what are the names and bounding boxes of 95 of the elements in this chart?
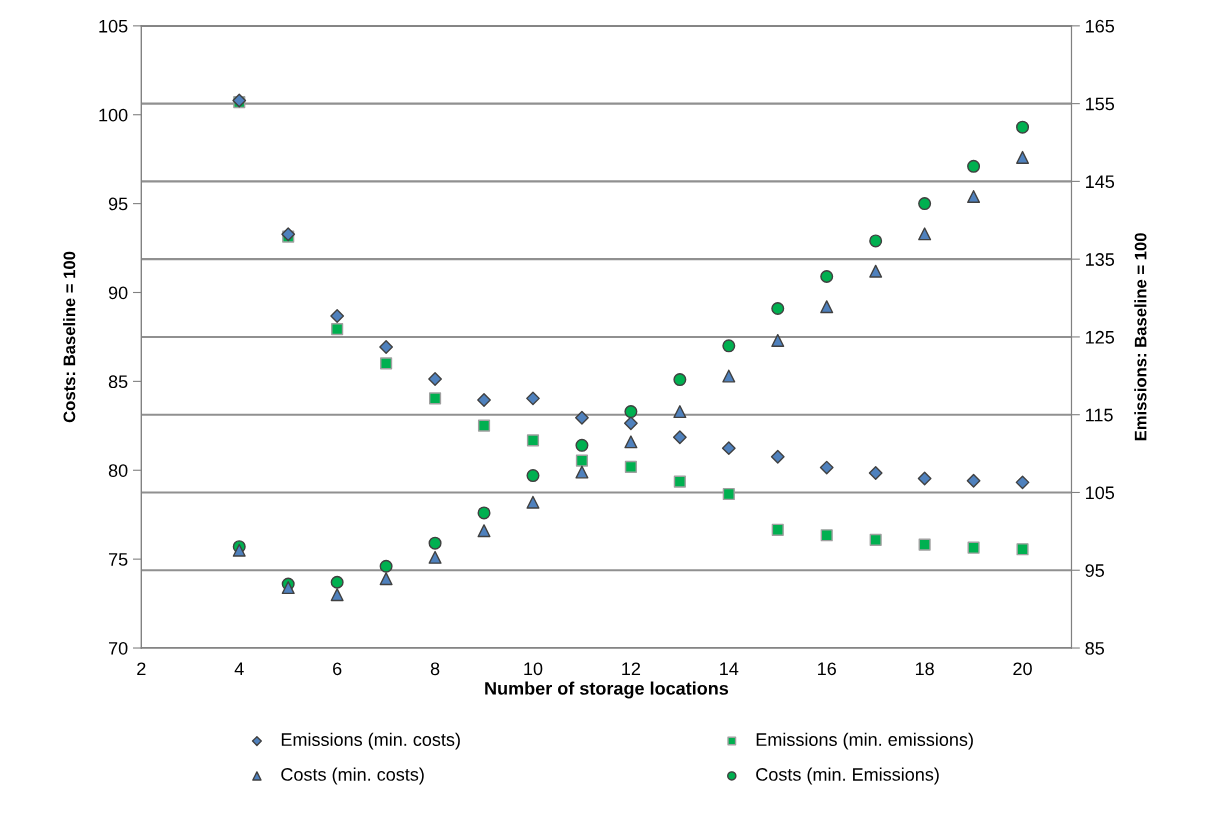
x-tick-label: 20 (1013, 662, 1032, 676)
point (722, 369, 736, 383)
x-tick-label: 10 (524, 662, 543, 676)
y-tick-label: 85 (108, 375, 128, 389)
point (1016, 120, 1030, 134)
point (771, 301, 785, 315)
point (624, 460, 637, 473)
point (526, 469, 540, 483)
point (477, 393, 491, 407)
point (330, 588, 344, 602)
y-tick-label: 90 (108, 286, 128, 300)
point (379, 559, 393, 573)
point (771, 333, 785, 347)
point (330, 575, 344, 589)
point (869, 234, 883, 248)
point (428, 550, 442, 564)
point (869, 264, 883, 278)
point (623, 416, 638, 431)
y-tick-label: 105 (99, 19, 128, 33)
x-axis-title: Number of storage locations (485, 681, 729, 699)
point (379, 340, 394, 354)
x-tick-label: 4 (234, 662, 244, 675)
legend-label: Costs (min. costs) (281, 767, 424, 785)
y-tick-label: 100 (99, 108, 128, 122)
legend-label: Costs (min. Emissions) (756, 767, 939, 785)
point (575, 410, 589, 425)
y-axis-title: Costs: Baseline = 100 (63, 251, 76, 423)
point (331, 323, 344, 336)
point (673, 373, 687, 387)
point (428, 536, 442, 550)
point (526, 391, 540, 406)
point (967, 159, 981, 173)
point (820, 529, 833, 542)
point (967, 189, 981, 204)
point (770, 449, 785, 464)
point (673, 405, 687, 419)
point (380, 357, 393, 370)
point (967, 541, 980, 554)
point (1015, 475, 1030, 490)
point (819, 460, 834, 475)
point (575, 454, 589, 467)
point (477, 506, 491, 520)
point (477, 524, 491, 538)
point (673, 475, 686, 488)
x-tick-label: 8 (430, 662, 440, 676)
legend-label: Emissions (min. costs) (281, 732, 460, 750)
y-tick-label: 95 (108, 197, 128, 211)
y-tick-label: 80 (108, 464, 128, 477)
point (672, 430, 687, 445)
point (1016, 150, 1030, 164)
point (575, 438, 589, 452)
point (918, 227, 932, 241)
y-tick-label: 70 (108, 641, 128, 655)
x-tick-label: 14 (720, 662, 739, 675)
x-tick-label: 12 (622, 662, 641, 675)
x-tick-label: 18 (915, 662, 934, 676)
y2-tick-label: 125 (1086, 330, 1115, 344)
point (624, 435, 638, 449)
y2-tick-label: 95 (1085, 564, 1105, 577)
point (722, 339, 736, 353)
point (526, 495, 540, 509)
point (721, 441, 736, 456)
point (966, 473, 981, 488)
point (428, 372, 442, 386)
y2-tick-label: 145 (1086, 175, 1115, 189)
y2-axis-title: Emissions: Baseline = 100 (1134, 233, 1147, 441)
point (722, 487, 735, 501)
y2-tick-label: 155 (1086, 97, 1115, 111)
x-tick-label: 2 (137, 662, 146, 675)
point (771, 523, 784, 536)
point (624, 405, 638, 419)
x-tick-label: 16 (818, 662, 836, 676)
point (526, 434, 540, 447)
y2-tick-label: 115 (1086, 408, 1113, 422)
point (477, 419, 491, 432)
point (820, 269, 834, 284)
y-tick-label: 75 (108, 553, 128, 566)
point (428, 392, 442, 405)
y2-tick-label: 165 (1086, 19, 1115, 33)
point (379, 572, 393, 586)
point (1016, 543, 1029, 556)
legend-label: Emissions (min. emissions) (756, 732, 973, 750)
point (820, 300, 834, 314)
x-tick-label: 6 (333, 662, 342, 676)
y2-tick-label: 105 (1086, 486, 1115, 500)
y2-tick-label: 135 (1086, 253, 1115, 266)
point (918, 538, 931, 551)
point (281, 581, 295, 595)
point (868, 466, 883, 480)
y2-tick-label: 85 (1085, 641, 1105, 655)
point (330, 309, 345, 323)
point (869, 533, 882, 546)
point (918, 197, 932, 211)
point (917, 471, 932, 486)
point (575, 465, 589, 479)
